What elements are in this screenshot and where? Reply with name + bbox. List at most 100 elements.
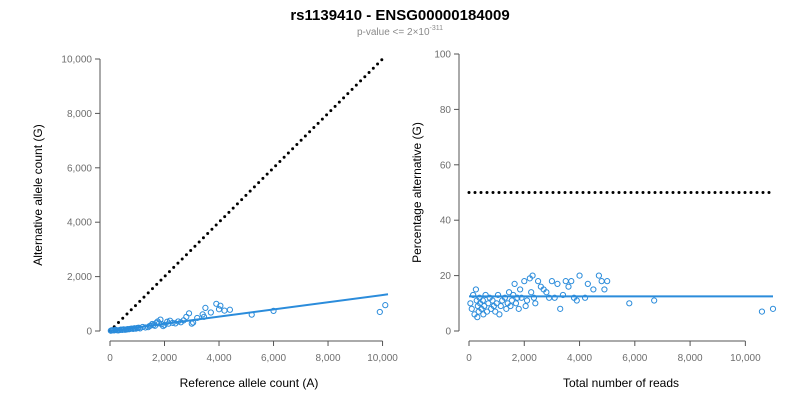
data-point xyxy=(568,278,575,285)
data-point xyxy=(590,286,597,293)
data-point xyxy=(480,311,487,318)
data-point xyxy=(530,294,538,301)
data-point xyxy=(188,320,195,327)
data-point xyxy=(485,300,492,307)
x-tick-label: 6,000 xyxy=(261,353,286,364)
y-tick-label: 0 xyxy=(86,327,92,338)
data-point xyxy=(510,291,517,299)
data-point xyxy=(226,306,234,313)
data-point xyxy=(470,291,477,299)
data-point xyxy=(481,302,488,310)
data-point xyxy=(512,300,520,307)
data-point xyxy=(194,314,201,322)
subtitle-base: 10 xyxy=(418,27,430,38)
data-point xyxy=(514,294,521,301)
data-point xyxy=(468,305,475,312)
data-point xyxy=(474,314,481,321)
data-point xyxy=(522,302,529,310)
data-point xyxy=(758,308,766,315)
data-point xyxy=(523,297,531,304)
data-point xyxy=(248,311,255,318)
data-point xyxy=(518,294,525,301)
data-point xyxy=(221,307,228,314)
data-point xyxy=(581,294,589,301)
x-tick-label: 0 xyxy=(466,353,472,364)
data-point xyxy=(598,278,605,285)
y-tick-label: 10,000 xyxy=(61,55,92,66)
data-point xyxy=(584,280,591,288)
y-tick-label: 2,000 xyxy=(67,272,92,283)
x-tick-label: 4,000 xyxy=(567,353,592,364)
reference-dotted-line xyxy=(108,57,385,333)
subtitle-times: × xyxy=(413,27,419,38)
data-point xyxy=(202,304,209,311)
data-point xyxy=(160,323,167,330)
data-point xyxy=(472,286,480,293)
data-point xyxy=(503,305,510,312)
x-tick-label: 2,000 xyxy=(152,353,177,364)
data-point xyxy=(496,311,503,318)
data-point xyxy=(532,300,539,307)
y-tick-label: 80 xyxy=(440,105,452,116)
data-point xyxy=(565,283,572,290)
data-point xyxy=(217,302,224,309)
data-point xyxy=(215,306,223,313)
y-axis-title: Percentage alternative (G) xyxy=(410,122,424,263)
data-point xyxy=(576,272,583,279)
data-point xyxy=(595,272,602,279)
subtitle-exponent: -311 xyxy=(430,25,444,32)
data-point xyxy=(769,305,777,312)
subtitle-prefix: p-value <= 2 xyxy=(357,27,413,38)
data-point xyxy=(183,313,190,320)
y-tick-label: 4,000 xyxy=(67,218,92,229)
data-point xyxy=(200,313,208,320)
data-point xyxy=(626,300,633,307)
data-point xyxy=(521,278,528,285)
data-point xyxy=(517,286,524,293)
data-point xyxy=(147,322,154,329)
data-point xyxy=(501,294,509,301)
data-point xyxy=(376,308,383,316)
data-point xyxy=(185,310,193,317)
x-tick-label: 2,000 xyxy=(512,353,537,364)
data-point xyxy=(548,278,556,285)
x-tick-label: 6,000 xyxy=(622,353,647,364)
x-tick-label: 8,000 xyxy=(316,353,341,364)
data-point xyxy=(528,289,535,296)
data-point xyxy=(604,278,611,285)
y-tick-label: 6,000 xyxy=(67,163,92,174)
data-point xyxy=(479,297,486,304)
data-point xyxy=(497,302,504,310)
data-point xyxy=(169,319,176,326)
x-tick-label: 10,000 xyxy=(730,353,761,364)
data-point xyxy=(554,280,561,288)
scatter-panel-allele-counts: 0 2,000 4,000 6,000 8,000 10,000 0 2,000 4,000 6,… xyxy=(31,55,398,391)
data-point xyxy=(492,308,499,315)
x-tick-label: 10,000 xyxy=(367,353,398,364)
data-point xyxy=(508,297,515,304)
data-point xyxy=(573,297,580,304)
data-point xyxy=(511,280,518,288)
x-axis-title: Total number of reads xyxy=(563,376,679,390)
data-point xyxy=(483,308,491,315)
data-point xyxy=(207,309,214,316)
data-point xyxy=(382,302,389,309)
data-point xyxy=(493,300,500,307)
data-point xyxy=(651,297,658,304)
y-tick-label: 20 xyxy=(440,271,452,282)
x-tick-label: 0 xyxy=(107,353,113,364)
data-point xyxy=(543,289,550,296)
data-point xyxy=(559,291,567,299)
data-point xyxy=(165,320,172,327)
scatter-panel-percentage: 0 2,000 4,000 6,000 8,000 10,000 0 20 40 60 80 100 T… xyxy=(410,50,777,390)
x-tick-label: 8,000 xyxy=(678,353,703,364)
data-point xyxy=(270,307,277,314)
x-axis-title: Reference allele count (A) xyxy=(180,376,319,390)
data-point xyxy=(142,324,149,331)
data-point xyxy=(601,286,608,293)
data-point xyxy=(515,305,522,312)
data-point xyxy=(489,297,496,304)
y-axis-title: Alternative allele count (G) xyxy=(31,124,45,265)
